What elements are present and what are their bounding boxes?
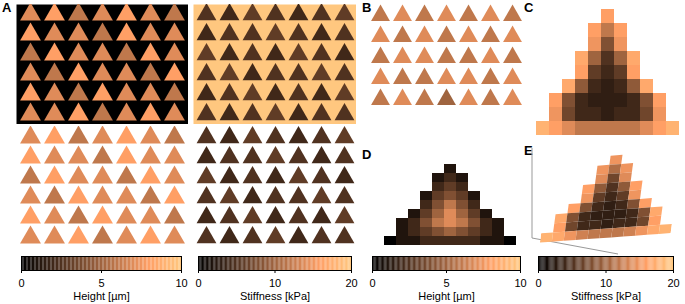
svg-text:Height [µm]: Height [µm] xyxy=(418,290,474,302)
html-text:C: C xyxy=(524,0,534,15)
svg-text:10: 10 xyxy=(269,277,281,289)
svg-text:Stiffness [kPa]: Stiffness [kPa] xyxy=(571,290,641,302)
svg-text:0: 0 xyxy=(18,277,24,289)
svg-text:10: 10 xyxy=(514,277,526,289)
html-text:A: A xyxy=(2,0,12,15)
svg-text:0: 0 xyxy=(369,277,375,289)
svg-text:20: 20 xyxy=(667,277,679,289)
html-text:E: E xyxy=(524,143,533,158)
svg-text:0: 0 xyxy=(195,277,201,289)
svg-text:Height [µm]: Height [µm] xyxy=(73,290,129,302)
svg-text:Stiffness [kPa]: Stiffness [kPa] xyxy=(240,290,310,302)
svg-text:5: 5 xyxy=(98,277,104,289)
html-text:D: D xyxy=(362,147,372,162)
svg-text:0: 0 xyxy=(535,277,541,289)
svg-text:5: 5 xyxy=(443,277,449,289)
html-text:B: B xyxy=(362,0,372,15)
svg-text:10: 10 xyxy=(175,277,187,289)
svg-text:10: 10 xyxy=(600,277,612,289)
svg-text:20: 20 xyxy=(345,277,357,289)
